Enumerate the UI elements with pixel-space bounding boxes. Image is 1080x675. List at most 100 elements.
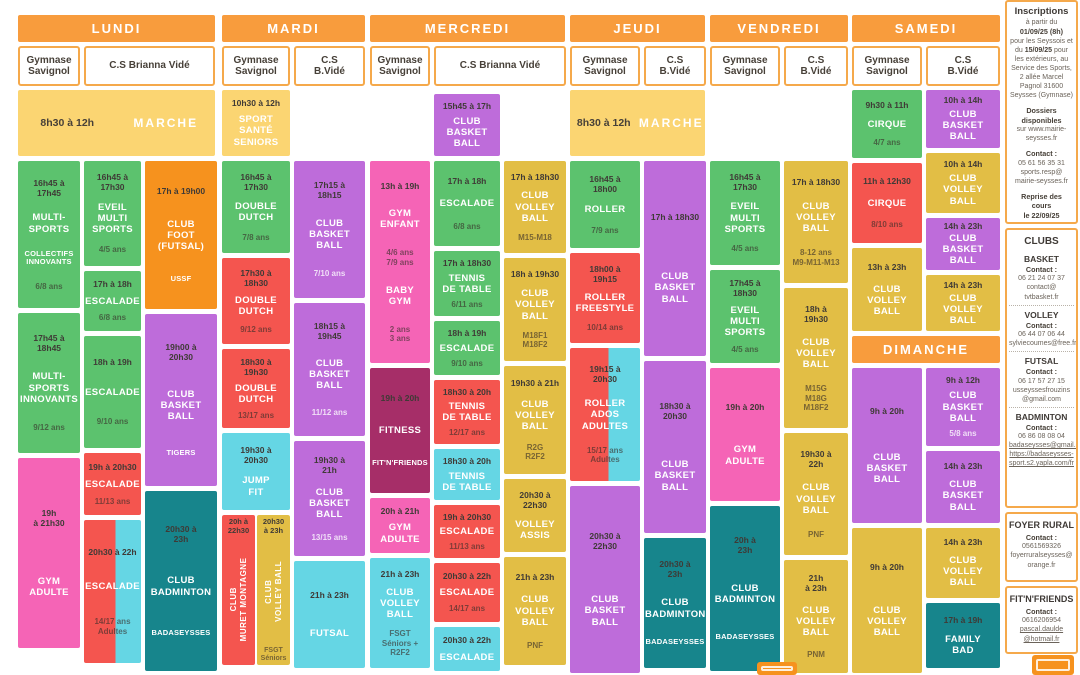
activity-title: CLUB BASKET BALL (942, 390, 984, 424)
day-lundi: LUNDI Gymnase Savignol C.S Brianna Vidé 8h3… (18, 15, 217, 671)
activity-title: MARCHE (638, 116, 704, 130)
block-gym-adulte: 19h à 20h GYM ADULTE (710, 368, 780, 501)
activity-title: CLUB BASKET BALL (309, 217, 350, 252)
age-group-label: 8/10 ans (871, 220, 903, 230)
venue-row: Gymnase Savignol C.S B.Vidé (570, 46, 706, 86)
age-group-label: 11/13 ans (94, 496, 131, 506)
time-label: 17h à 18h30 (650, 212, 700, 223)
block-sport-sant-seniors: 10h30 à 12h SPORT SANTÉ SENIORS (222, 90, 290, 156)
age-group-label: FSGT Séniors (260, 646, 287, 662)
day-header-mercredi: MERCREDI (370, 15, 565, 42)
activity-title: CLUB BASKET BALL (942, 479, 984, 513)
sidebar-text: les extérieurs, au (1014, 55, 1069, 63)
activity-title: CLUB VOLLEY BALL (515, 594, 555, 628)
age-group-label: PNM (807, 650, 825, 660)
day-mercredi: MERCREDI Gymnase Savignol C.S Brianna Vidé… (370, 15, 566, 671)
club-name: FUTSAL (1024, 356, 1059, 367)
activity-title: CLUB VOLLEY BALL (943, 292, 983, 326)
time-label: 18h30 à 20h (442, 386, 492, 397)
schedule-column: 16h45 à 17h30 EVEIL MULTI SPORTS 4/5 ans 17… (710, 90, 780, 671)
activity-title: GYM ENFANT (380, 208, 420, 231)
link-pascal-daulde[interactable]: pascal.daulde (1019, 626, 1064, 634)
activity-title: ESCALADE (439, 651, 495, 663)
activity-title: MARCHE (133, 116, 199, 130)
time-label: 18h à 19h (93, 357, 132, 368)
time-label: 18h à 19h (447, 327, 487, 338)
time-label: 19h30 à 21h (510, 378, 560, 389)
sidebar-text: @gmail.com (1021, 395, 1061, 403)
activity-title: CLUB VOLLEY BALL (263, 560, 283, 622)
activity-title: CLUB VOLLEY BALL (796, 337, 836, 371)
time-label: 19h30 à 20h30 (240, 445, 272, 466)
time-label: 17h45 à 18h30 (729, 278, 761, 299)
sidebar-text: contact@ (1026, 284, 1057, 292)
schedule-column: 9h à 20h CLUB BASKET BALL 9h à 20h CLUB VOL… (852, 368, 922, 673)
block-escalade: 20h30 à 22h ESCALADE 14/17 ans Adultes (84, 520, 141, 663)
age-group-label: 4/5 ans (731, 244, 759, 254)
time-label: 19h à 20h30 (88, 461, 137, 472)
sidebar-text: Pagnol 31600 (1019, 83, 1064, 91)
age-group-label: 4/6 ans 7/9 ans (386, 248, 414, 267)
activity-title: CIRQUE (867, 197, 907, 209)
club-entry-badminton: BADMINTON Contact :06 86 08 08 04 badaseys… (1009, 406, 1076, 472)
day-samedi: SAMEDI Gymnase Savignol C.S B.Vidé 9h30 à 1… (852, 15, 1000, 673)
activity-title: ESCALADE (439, 342, 495, 354)
club-entry-volley: VOLLEY Contact :06 44 07 06 44 sylviecoume… (1009, 304, 1076, 352)
block-club-badminton: 20h30 à 23h CLUB BADMINTON BADASEYSSES (644, 538, 706, 668)
sidebar-text: Contact : (1025, 265, 1058, 274)
venue-gymnase-savignol: Gymnase Savignol (710, 46, 780, 86)
time-label: 21h à 23h (380, 568, 420, 579)
club-entry-basket: BASKET Contact :06 21 24 07 37 contact@ tvt… (1009, 250, 1074, 305)
time-label: 13h à 19h (380, 180, 420, 191)
activity-title: CLUB VOLLEY BALL (867, 604, 907, 639)
time-label: 18h00 à 19h15 (589, 263, 621, 284)
activity-title: CLUB FOOT (FUTSAL) (157, 218, 205, 253)
link-hotmail-fr[interactable]: @hotmail.fr (1023, 635, 1060, 643)
block-club-basket-ball: 9h à 20h CLUB BASKET BALL (852, 368, 922, 523)
age-group-label: PNF (527, 640, 543, 650)
activity-subtitle: TIGERS (166, 447, 196, 457)
time-label: 17h30 à 18h30 (240, 267, 272, 288)
block-escalade: 19h à 20h30 ESCALADE 11/13 ans (434, 505, 500, 558)
link-https-badaseysses[interactable]: https://badaseysses- (1009, 451, 1074, 459)
block-escalade: 18h à 19h ESCALADE 9/10 ans (84, 336, 141, 448)
day-vendredi: VENDREDI Gymnase Savignol C.S B.Vidé 16h45 … (710, 15, 848, 673)
time-label: 18h à 19h30 (803, 303, 829, 324)
sidebar-text: tvtbasket.fr (1024, 293, 1059, 301)
sidebar-text: 06 21 24 07 37 (1018, 275, 1065, 283)
block-escalade: 18h à 19h ESCALADE 9/10 ans (434, 321, 500, 375)
block-club-basket-ball: 14h à 23h CLUB BASKET BALL (926, 218, 1000, 270)
activity-subtitle: BADASEYSSES (151, 627, 211, 637)
block-multi-sports: 16h45 à 17h45 MULTI- SPORTS COLLECTIFS INN… (18, 161, 80, 308)
time-label: 19h à 20h30 (442, 511, 492, 522)
time-label: 16h45 à 17h30 (96, 172, 129, 193)
age-group-label: 4/7 ans (873, 138, 901, 148)
sidebar-text: Contact : (1025, 149, 1058, 159)
block-gym-adulte: 19h à 21h30 GYM ADULTE (18, 458, 80, 648)
time-label: 20h30 à 23h (262, 517, 285, 535)
block-club-volley-ball: 21h à 23h CLUB VOLLEY BALL FSGT Séniors + … (370, 558, 430, 668)
sidebar-clubs: CLUBS BASKET Contact :06 21 24 07 37 contac… (1005, 228, 1078, 508)
age-group-label: 6/8 ans (98, 313, 127, 323)
activity-title: CLUB VOLLEY BALL (380, 587, 420, 621)
block-club-muret-montagne: 20h à 22h30 CLUB MURET MONTAGNE (222, 515, 255, 665)
block-club-volley-ball: 21h à 23h CLUB VOLLEY BALL PNM (784, 560, 848, 673)
age-group-label: FSGT Séniors + R2F2 (381, 629, 419, 658)
time-label: 21h à 23h (805, 573, 827, 594)
link-badaseysses-gmail-com[interactable]: badaseysses@gmail.com (1009, 442, 1076, 450)
venue-c-s-b-vid: C.S B.Vidé (644, 46, 706, 86)
sidebar-section: Reprise des cours le 22/09/25 (1009, 192, 1074, 220)
block-multi-sports-innovants: 17h45 à 18h45 MULTI- SPORTS INNOVANTS 9/12… (18, 313, 80, 453)
partial-logo (757, 662, 797, 675)
time-label: 8h30 à 12h (40, 117, 95, 129)
activity-title: TENNIS DE TABLE (442, 272, 492, 295)
block-club-volley-ball: 19h30 à 22h CLUB VOLLEY BALL PNF (784, 433, 848, 555)
activity-title: ROLLER ADOS ADULTES (581, 398, 629, 432)
age-group-label: 2 ans 3 ans (389, 324, 411, 343)
logo-inner-frame (1036, 659, 1070, 671)
time-label: 13h à 23h (867, 261, 907, 272)
club-name: VOLLEY (1024, 309, 1059, 320)
link-sport-s2-yapla-com-fr[interactable]: sport.s2.yapla.com/fr (1009, 460, 1074, 468)
activity-title: CLUB VOLLEY BALL (867, 283, 907, 317)
activity-title: TENNIS DE TABLE (442, 401, 492, 424)
